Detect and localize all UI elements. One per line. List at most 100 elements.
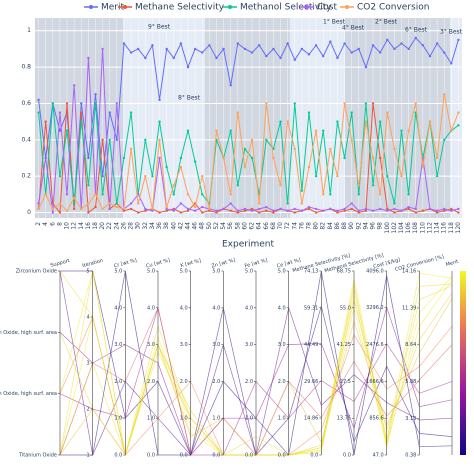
tick-label: 0.0 — [180, 453, 188, 459]
x-tick-label: 10 — [64, 222, 71, 230]
x-tick-label: 30 — [135, 222, 142, 230]
tick-label: 4.0 — [180, 305, 188, 311]
point — [80, 102, 83, 105]
point — [58, 111, 62, 114]
point — [428, 54, 432, 58]
point — [229, 193, 232, 196]
point — [101, 207, 104, 211]
point — [265, 102, 268, 105]
point — [322, 54, 325, 58]
x-tick-label: 108 — [412, 222, 419, 234]
tick-label: 14.86 — [304, 416, 318, 422]
point — [393, 207, 396, 211]
tick-label: 59.31 — [304, 305, 318, 311]
point — [350, 207, 353, 211]
legend-label: CO2 Conversion — [357, 3, 429, 13]
x-tick-label: 74 — [291, 222, 298, 230]
point — [336, 174, 339, 178]
point — [443, 207, 446, 211]
x-tick-label: 48 — [199, 222, 206, 230]
point — [94, 193, 97, 196]
x-axis-title: Experiment — [222, 240, 274, 250]
point — [236, 209, 240, 212]
point — [343, 207, 346, 211]
point — [300, 209, 304, 212]
point — [37, 207, 40, 211]
point — [428, 120, 432, 123]
point — [158, 98, 161, 102]
legend-marker — [305, 5, 309, 9]
point — [122, 209, 126, 212]
point — [222, 47, 225, 51]
annotation: 8° Best — [178, 95, 201, 102]
tick-label: 8.64 — [405, 342, 416, 348]
point — [329, 207, 332, 211]
point — [144, 56, 147, 60]
x-tick-label: 56 — [227, 222, 234, 230]
point — [414, 36, 417, 40]
axis-title: Support — [50, 258, 71, 269]
tick-label: 11.39 — [402, 305, 416, 311]
point — [364, 102, 368, 105]
x-tick-label: 2 — [35, 222, 42, 226]
point — [378, 207, 382, 211]
x-tick-label: 8 — [56, 222, 63, 226]
point — [357, 209, 361, 212]
point — [407, 47, 410, 51]
point — [51, 102, 54, 105]
point — [357, 211, 361, 214]
point — [243, 147, 247, 151]
x-tick-label: 40 — [170, 222, 177, 230]
point — [236, 42, 240, 45]
legend-label: Methane Selectivity — [135, 3, 225, 13]
point — [343, 209, 346, 212]
point — [58, 202, 62, 205]
point — [115, 102, 119, 105]
x-tick-label: 16 — [85, 222, 92, 230]
iteration-band — [205, 18, 290, 218]
annotation: 3° Best — [440, 29, 463, 36]
tick-label: 2.0 — [245, 379, 253, 385]
x-tick-label: 52 — [213, 222, 220, 230]
point — [129, 147, 133, 151]
tick-label: 1.0 — [114, 416, 122, 422]
point — [208, 207, 211, 211]
point — [51, 207, 54, 211]
tick-label: 5.0 — [245, 269, 253, 275]
x-tick-label: 112 — [426, 222, 433, 234]
point — [421, 209, 425, 212]
point — [443, 138, 446, 142]
tick-label: 3.13 — [405, 416, 416, 422]
tick-label: 44.49 — [304, 342, 318, 348]
x-tick-label: 96 — [370, 222, 377, 230]
point — [165, 209, 168, 212]
tick-label: 5 — [86, 269, 89, 275]
point — [386, 38, 389, 42]
tick-label: 41.25 — [337, 342, 351, 348]
tick-label: 0.0 — [114, 453, 122, 459]
point — [208, 44, 211, 47]
tick-label: 0.0 — [147, 453, 155, 459]
point — [250, 51, 254, 54]
tick-label: 2 — [86, 407, 89, 413]
point — [101, 47, 104, 51]
annotation: 6° Best — [405, 27, 428, 34]
tick-label: 4096.0 — [366, 269, 384, 275]
x-tick-label: 70 — [277, 222, 284, 230]
colorbar — [460, 271, 466, 455]
tick-label: 0.0 — [212, 453, 220, 459]
point — [407, 129, 410, 132]
point — [307, 53, 311, 56]
x-tick-label: 92 — [355, 222, 362, 230]
point — [37, 202, 40, 205]
point — [236, 211, 240, 214]
point — [265, 209, 268, 212]
point — [165, 205, 168, 209]
tick-label: Titanium Oxide — [18, 453, 57, 459]
axis-title: Merit — [445, 259, 459, 268]
point — [229, 202, 232, 205]
point — [144, 174, 147, 178]
point — [236, 184, 240, 187]
point — [407, 207, 410, 211]
point — [364, 207, 368, 211]
